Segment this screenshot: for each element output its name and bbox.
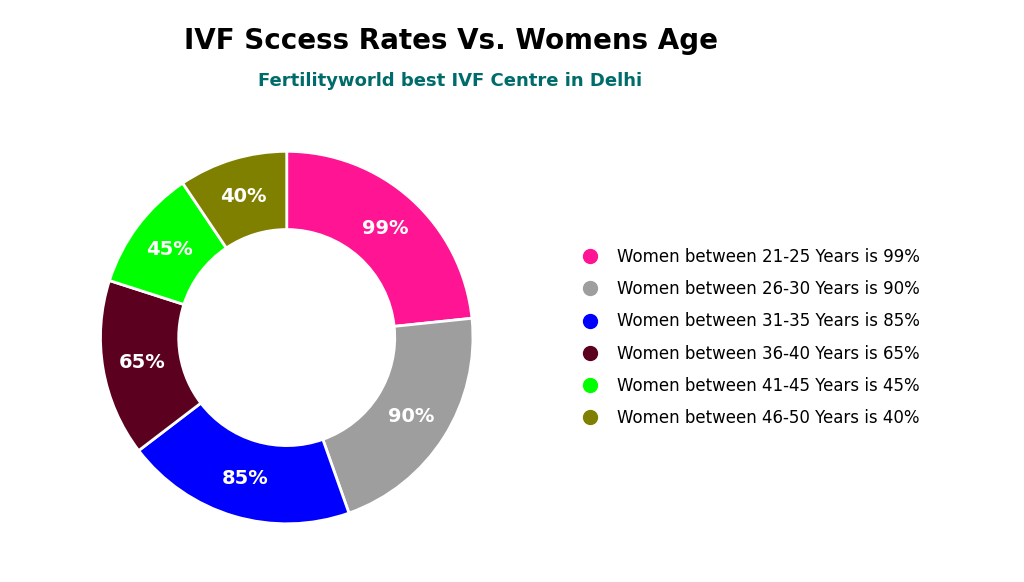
Text: 90%: 90% <box>388 407 434 425</box>
Text: 99%: 99% <box>361 219 409 238</box>
Wedge shape <box>138 403 349 524</box>
Wedge shape <box>110 183 226 304</box>
Text: IVF Sccess Rates Vs. Womens Age: IVF Sccess Rates Vs. Womens Age <box>183 27 718 55</box>
Wedge shape <box>100 281 201 450</box>
Text: 85%: 85% <box>221 469 268 488</box>
Wedge shape <box>287 151 472 327</box>
Text: Fertilityworld best IVF Centre in Delhi: Fertilityworld best IVF Centre in Delhi <box>258 73 643 90</box>
Text: 65%: 65% <box>119 353 165 372</box>
Wedge shape <box>182 151 287 248</box>
Text: 45%: 45% <box>145 240 193 258</box>
Text: 40%: 40% <box>220 187 267 207</box>
Wedge shape <box>323 318 473 513</box>
Legend: Women between 21-25 Years is 99%, Women between 26-30 Years is 90%, Women betwee: Women between 21-25 Years is 99%, Women … <box>565 240 928 435</box>
